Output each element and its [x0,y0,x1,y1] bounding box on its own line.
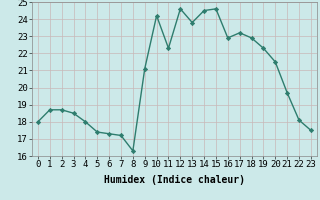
X-axis label: Humidex (Indice chaleur): Humidex (Indice chaleur) [104,175,245,185]
